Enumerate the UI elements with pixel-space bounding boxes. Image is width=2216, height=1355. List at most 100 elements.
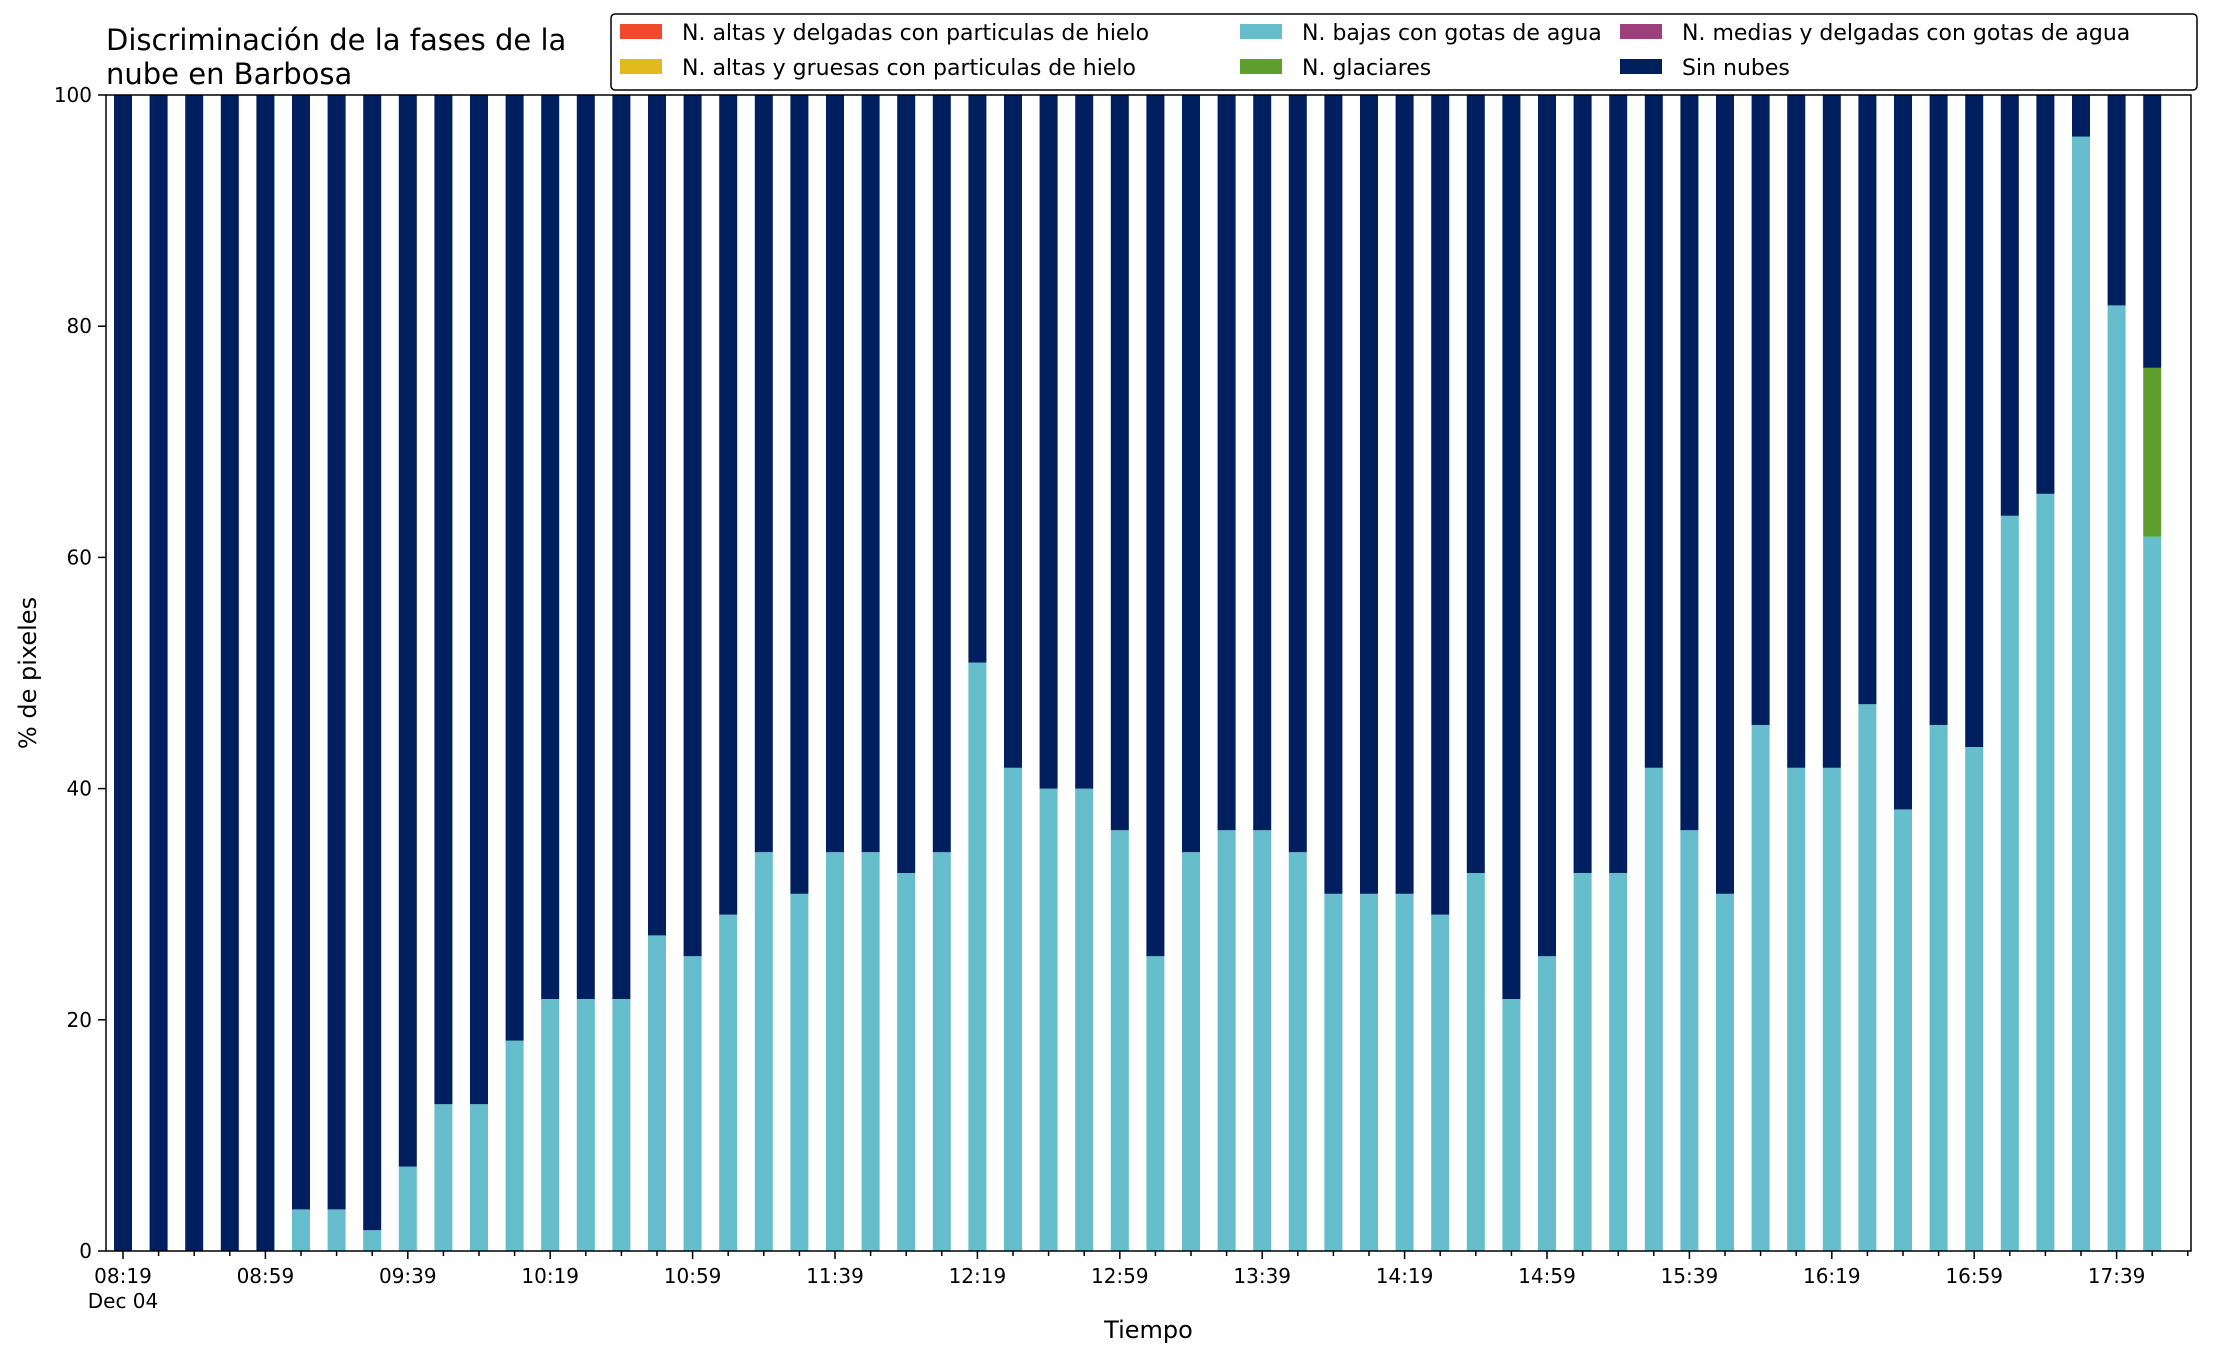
legend-swatch-4 <box>1240 59 1282 74</box>
bar-segment-37-series-5 <box>1431 95 1450 915</box>
bar-segment-26-series-5 <box>1039 95 1058 789</box>
bar-segment-56-series-5 <box>2107 95 2126 306</box>
bar-segment-50-series-5 <box>1894 95 1912 810</box>
bar-segment-10-series-5 <box>470 95 488 1105</box>
bar-segment-11-series-2 <box>505 1040 524 1251</box>
bar-segment-30-series-5 <box>1182 95 1200 853</box>
bar-segment-21-series-5 <box>861 95 880 853</box>
bar-segment-40-series-2 <box>1538 956 1556 1251</box>
x-tick-label-7: 12:59 <box>1091 1264 1149 1288</box>
legend-swatch-2 <box>1620 24 1662 39</box>
bar-segment-34-series-2 <box>1324 893 1343 1251</box>
bar-segment-49-series-2 <box>1858 704 1877 1251</box>
x-tick-label-6: 12:19 <box>949 1264 1007 1288</box>
bar-segment-56-series-2 <box>2107 305 2126 1251</box>
bar-segment-35-series-5 <box>1360 95 1378 894</box>
x-tick-label-9: 14:19 <box>1376 1264 1434 1288</box>
bar-segment-25-series-2 <box>1004 767 1022 1251</box>
bar-segment-3-series-5 <box>220 95 239 1251</box>
bar-segment-23-series-5 <box>932 95 951 853</box>
legend-swatch-0 <box>620 24 662 39</box>
bar-segment-37-series-2 <box>1431 914 1450 1251</box>
bar-segment-24-series-5 <box>968 95 987 663</box>
bar-segment-55-series-5 <box>2072 95 2090 137</box>
bar-segment-9-series-5 <box>434 95 453 1105</box>
bar-segment-30-series-2 <box>1182 852 1200 1251</box>
legend-swatch-3 <box>620 59 662 74</box>
bar-segment-18-series-5 <box>754 95 773 853</box>
bar-segment-22-series-5 <box>897 95 916 873</box>
bar-segment-53-series-5 <box>2000 95 2019 516</box>
bar-segment-45-series-5 <box>1716 95 1734 894</box>
bar-segment-8-series-5 <box>398 95 417 1167</box>
bar-segment-55-series-2 <box>2072 136 2090 1251</box>
bar-segment-16-series-5 <box>683 95 702 957</box>
bar-segment-7-series-5 <box>363 95 382 1231</box>
bar-segment-54-series-5 <box>2036 95 2055 494</box>
x-tick-label-4: 10:59 <box>664 1264 722 1288</box>
bar-segment-57-series-5 <box>2143 95 2162 368</box>
bar-segment-41-series-5 <box>1573 95 1592 873</box>
bar-segment-33-series-2 <box>1288 852 1307 1251</box>
x-tick-label-10: 14:59 <box>1518 1264 1576 1288</box>
bar-segment-29-series-2 <box>1146 956 1165 1251</box>
bar-segment-35-series-2 <box>1360 893 1378 1251</box>
bar-segment-14-series-2 <box>612 998 631 1251</box>
bar-segment-36-series-2 <box>1395 893 1414 1251</box>
bar-segment-47-series-5 <box>1787 95 1806 768</box>
bar-segment-42-series-2 <box>1609 872 1628 1251</box>
bar-segment-10-series-2 <box>470 1104 488 1251</box>
chart-title: Discriminación de la fases de la nube en… <box>106 23 576 91</box>
bar-segment-42-series-5 <box>1609 95 1628 873</box>
y-tick-label-4: 80 <box>67 314 92 338</box>
bar-segment-50-series-2 <box>1894 809 1912 1251</box>
bar-segment-48-series-2 <box>1822 767 1841 1251</box>
legend-label-4: N. glaciares <box>1302 56 1431 81</box>
bar-segment-13-series-5 <box>576 95 595 999</box>
bar-segment-44-series-5 <box>1680 95 1699 831</box>
y-tick-label-5: 100 <box>54 83 92 107</box>
legend: N. altas y delgadas con particulas de hi… <box>610 13 2198 91</box>
legend-label-0: N. altas y delgadas con particulas de hi… <box>682 21 1149 46</box>
legend-label-5: Sin nubes <box>1682 56 1790 81</box>
legend-box <box>610 13 2198 91</box>
bar-segment-29-series-5 <box>1146 95 1165 957</box>
bar-segment-31-series-2 <box>1217 830 1236 1251</box>
bar-segment-53-series-2 <box>2000 515 2019 1251</box>
bar-segment-2-series-5 <box>185 95 204 1251</box>
y-tick-label-1: 20 <box>67 1008 92 1032</box>
bar-segment-38-series-5 <box>1466 95 1485 873</box>
x-tick-label-12: 16:19 <box>1803 1264 1861 1288</box>
x-tick-label-2: 09:39 <box>379 1264 437 1288</box>
bar-segment-49-series-5 <box>1858 95 1877 705</box>
chart-title-line-2: nube en Barbosa <box>106 57 352 91</box>
legend-label-3: N. altas y gruesas con particulas de hie… <box>682 56 1136 81</box>
bar-segment-17-series-2 <box>719 914 738 1251</box>
bar-segment-4-series-5 <box>256 95 275 1251</box>
bar-segment-8-series-2 <box>398 1166 417 1251</box>
bar-segment-32-series-5 <box>1253 95 1272 831</box>
bar-segment-18-series-2 <box>754 852 773 1251</box>
bar-segment-34-series-5 <box>1324 95 1343 894</box>
bar-segment-19-series-5 <box>790 95 809 894</box>
x-tick-label-8: 13:39 <box>1233 1264 1291 1288</box>
bar-segment-7-series-2 <box>363 1230 382 1251</box>
bar-segment-26-series-2 <box>1039 788 1058 1251</box>
bar-segment-33-series-5 <box>1288 95 1307 853</box>
bar-segment-14-series-5 <box>612 95 631 999</box>
chart-title-line-1: Discriminación de la fases de la <box>106 23 566 57</box>
bar-segment-20-series-5 <box>826 95 844 853</box>
bar-segment-46-series-2 <box>1751 725 1770 1251</box>
bar-segment-40-series-5 <box>1538 95 1556 957</box>
bar-segment-48-series-5 <box>1822 95 1841 768</box>
bar-segment-27-series-2 <box>1075 788 1094 1251</box>
bar-segment-36-series-5 <box>1395 95 1414 894</box>
bar-segment-22-series-2 <box>897 872 916 1251</box>
bar-segment-21-series-2 <box>861 852 880 1251</box>
bar-segment-28-series-2 <box>1110 830 1129 1251</box>
bar-segment-6-series-2 <box>327 1209 346 1251</box>
y-axis: 0 20 40 60 80 100 <box>54 83 106 1263</box>
y-axis-label: % de pixeles <box>14 597 42 749</box>
bar-segment-25-series-5 <box>1004 95 1022 768</box>
